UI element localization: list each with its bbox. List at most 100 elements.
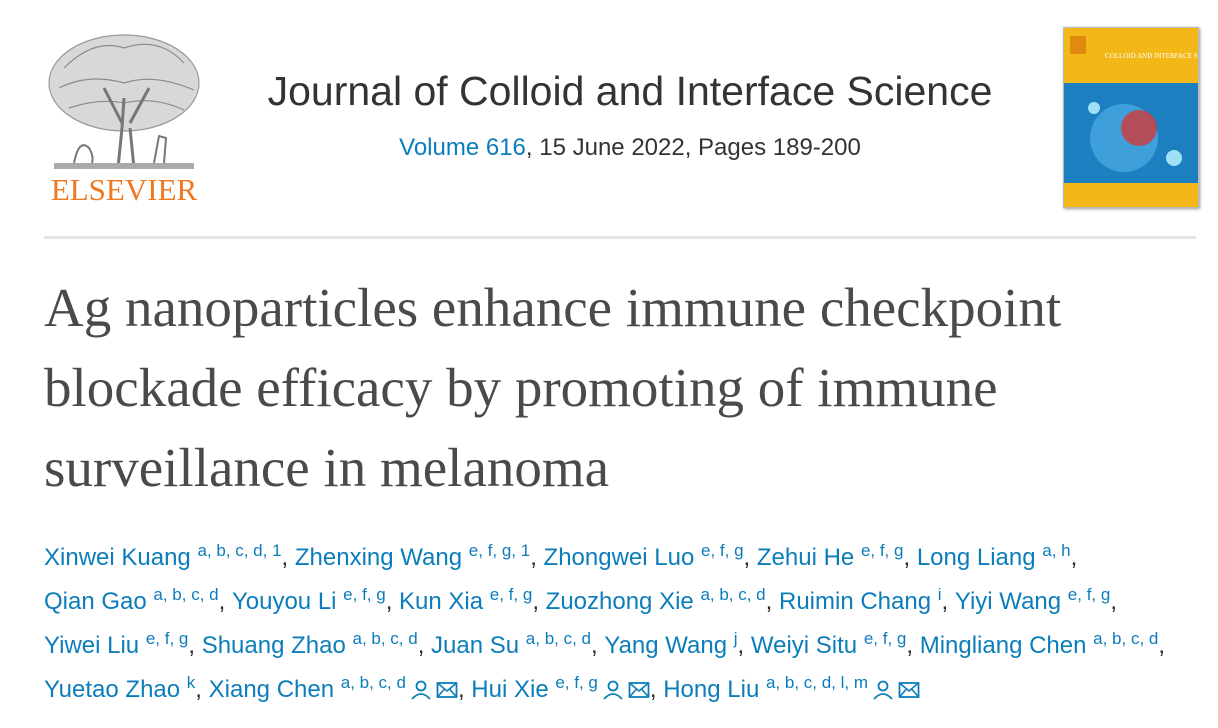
- author-separator: ,: [281, 544, 295, 571]
- publisher-logo: [48, 34, 200, 169]
- author-separator: ,: [1070, 544, 1078, 571]
- author-affiliations[interactable]: k: [186, 673, 196, 692]
- author-separator: ,: [903, 544, 917, 571]
- author-separator: ,: [649, 676, 664, 703]
- author: Yuetao Zhao k,: [44, 673, 209, 703]
- author: Weiyi Situ e, f, g,: [750, 629, 920, 659]
- volume-link[interactable]: Volume 616: [399, 134, 526, 161]
- author: Hui Xie e, f, g,: [471, 673, 664, 703]
- author-name[interactable]: Qian Gao: [44, 588, 147, 615]
- author-name[interactable]: Hong Liu: [663, 676, 760, 703]
- author-name[interactable]: Yuetao Zhao: [44, 676, 181, 703]
- author-affiliations[interactable]: e, f, g, 1: [468, 541, 531, 560]
- author: Xiang Chen a, b, c, d,: [208, 673, 472, 703]
- author-affiliations[interactable]: a, b, c, d: [525, 629, 591, 648]
- cover-title: COLLOID AND INTERFACE SCIENCE: [1105, 52, 1198, 60]
- author-name[interactable]: Ruimin Chang: [778, 588, 932, 615]
- author-separator: ,: [417, 632, 432, 659]
- issue-details: , 15 June 2022, Pages 189-200: [525, 134, 861, 161]
- author-separator: ,: [195, 676, 209, 703]
- author-affiliations[interactable]: e, f, g: [1067, 585, 1111, 604]
- author-separator: ,: [457, 676, 472, 703]
- author-affiliations[interactable]: a, b, c, d: [352, 629, 418, 648]
- author-separator: ,: [188, 632, 202, 659]
- author-separator: ,: [530, 544, 544, 571]
- author-profile-icon[interactable]: [872, 680, 894, 700]
- author: Yang Wang j,: [604, 629, 751, 659]
- author: Long Liang a, h,: [916, 541, 1078, 571]
- journal-cover[interactable]: COLLOID AND INTERFACE SCIENCE: [1063, 27, 1199, 208]
- author-affiliations[interactable]: a, b, c, d: [153, 585, 219, 604]
- author-name[interactable]: Yiyi Wang: [954, 588, 1062, 615]
- journal-title[interactable]: Journal of Colloid and Interface Science: [267, 68, 993, 114]
- author-name[interactable]: Kun Xia: [399, 588, 484, 615]
- author-name[interactable]: Zuozhong Xie: [545, 588, 694, 615]
- author-email-icon[interactable]: [628, 680, 650, 700]
- author-separator: ,: [941, 588, 955, 615]
- author-affiliations[interactable]: e, f, g: [145, 629, 189, 648]
- author-name[interactable]: Shuang Zhao: [201, 632, 346, 659]
- author-separator: ,: [591, 632, 605, 659]
- author-list: Xinwei Kuang a, b, c, d, 1, Zhenxing Wan…: [44, 536, 1194, 712]
- article-title: Ag nanoparticles enhance immune checkpoi…: [44, 277, 1062, 498]
- author-affiliations[interactable]: a, b, c, d: [340, 673, 406, 692]
- author-name[interactable]: Zhenxing Wang: [294, 544, 463, 571]
- author-affiliations[interactable]: a, h: [1042, 541, 1071, 560]
- volume-line: Volume 616, 15 June 2022, Pages 189-200: [230, 134, 1030, 162]
- author-affiliations[interactable]: e, f, g: [489, 585, 533, 604]
- author-name[interactable]: Xiang Chen: [208, 676, 335, 703]
- author-name[interactable]: Hui Xie: [471, 676, 549, 703]
- author: Qian Gao a, b, c, d,: [44, 585, 232, 615]
- divider: [44, 236, 1196, 239]
- author-email-icon[interactable]: [436, 680, 458, 700]
- author: Yiyi Wang e, f, g,: [954, 585, 1117, 615]
- author-affiliations[interactable]: j: [733, 629, 738, 648]
- author-affiliations[interactable]: e, f, g: [863, 629, 907, 648]
- author-profile-icon[interactable]: [602, 680, 624, 700]
- author-affiliations[interactable]: a, b, c, d: [700, 585, 766, 604]
- author-separator: ,: [218, 588, 232, 615]
- author: Youyou Li e, f, g,: [231, 585, 400, 615]
- author-name[interactable]: Weiyi Situ: [750, 632, 858, 659]
- author-separator: ,: [1158, 632, 1166, 659]
- author-name[interactable]: Xinwei Kuang: [44, 544, 191, 571]
- author-name[interactable]: Youyou Li: [231, 588, 337, 615]
- author-affiliations[interactable]: a, b, c, d, 1: [197, 541, 282, 560]
- author-separator: ,: [1110, 588, 1117, 615]
- cover-art: COLLOID AND INTERFACE SCIENCE: [1064, 28, 1198, 207]
- author: Hong Liu a, b, c, d, l, m: [663, 673, 920, 703]
- author-separator: ,: [743, 544, 757, 571]
- author-name[interactable]: Juan Su: [431, 632, 520, 659]
- author-name[interactable]: Zehui He: [756, 544, 855, 571]
- author: Kun Xia e, f, g,: [399, 585, 546, 615]
- author-profile-icon[interactable]: [410, 680, 432, 700]
- author-affiliations[interactable]: e, f, g: [701, 541, 744, 560]
- author: Xinwei Kuang a, b, c, d, 1,: [44, 541, 295, 571]
- author: Zuozhong Xie a, b, c, d,: [545, 585, 779, 615]
- author-separator: ,: [906, 632, 920, 659]
- author: Zhenxing Wang e, f, g, 1,: [294, 541, 544, 571]
- author-affiliations[interactable]: e, f, g: [343, 585, 386, 604]
- author-name[interactable]: Zhongwei Luo: [543, 544, 695, 571]
- author-name[interactable]: Mingliang Chen: [919, 632, 1087, 659]
- author-name[interactable]: Long Liang: [916, 544, 1036, 571]
- author: Juan Su a, b, c, d,: [431, 629, 605, 659]
- author-affiliations[interactable]: i: [937, 585, 942, 604]
- publisher-name: ELSEVIER: [50, 172, 198, 207]
- author-separator: ,: [385, 588, 400, 615]
- author: Yiwei Liu e, f, g,: [44, 629, 202, 659]
- author: Ruimin Chang i,: [778, 585, 955, 615]
- author: Zehui He e, f, g,: [756, 541, 917, 571]
- author-affiliations[interactable]: e, f, g: [860, 541, 904, 560]
- author-name[interactable]: Yang Wang: [604, 632, 728, 659]
- author-affiliations[interactable]: e, f, g: [555, 673, 598, 692]
- author-name[interactable]: Yiwei Liu: [44, 632, 140, 659]
- author-email-icon[interactable]: [898, 680, 920, 700]
- author-affiliations[interactable]: a, b, c, d: [1093, 629, 1159, 648]
- author-affiliations[interactable]: a, b, c, d, l, m: [765, 673, 869, 692]
- author: Zhongwei Luo e, f, g,: [543, 541, 757, 571]
- author-separator: ,: [737, 632, 751, 659]
- author: Mingliang Chen a, b, c, d,: [919, 629, 1166, 659]
- author-separator: ,: [765, 588, 779, 615]
